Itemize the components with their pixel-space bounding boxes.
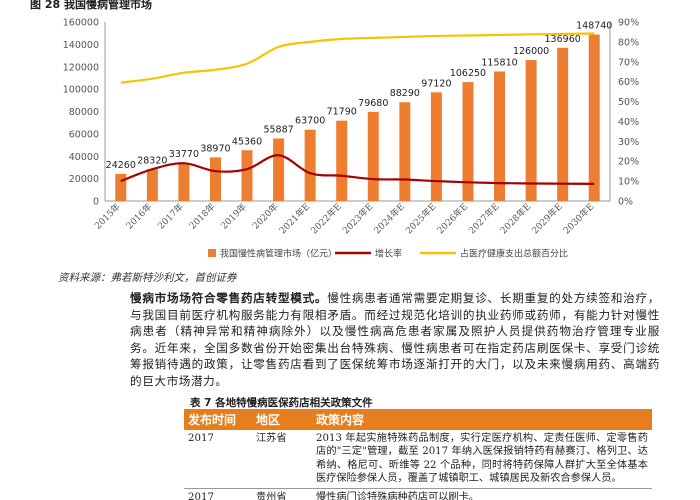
legend-label: 增长率 [375, 248, 402, 260]
bar-data-label: 148740 [576, 21, 612, 32]
x-tick-label: 2022年E [308, 201, 344, 237]
y-right-tick-label: 10% [618, 177, 639, 188]
bar-data-label: 88290 [390, 88, 420, 99]
x-tick-label: 2024年E [371, 201, 407, 237]
x-tick-label: 2017年 [155, 201, 186, 232]
y-left-tick-label: 120000 [63, 62, 99, 73]
x-tick-label: 2025年E [403, 201, 439, 237]
paragraph-body: 慢性病患者通常需要定期复诊、长期重复的处方续签和治疗，与我国目前医疗机构服务能力… [130, 291, 661, 388]
share-of-spend-line [120, 32, 595, 84]
source-note: 资料来源：弗若斯特沙利文，首创证券 [58, 272, 237, 284]
table-row: 2017 江苏省 2013 年起实施特殊药品制度，实行定医疗机构、定责任医师、定… [184, 430, 652, 489]
table-header-year: 发布时间 [184, 409, 252, 430]
y-left-tick-label: 80000 [69, 107, 99, 118]
table-cell-region: 江苏省 [252, 430, 312, 489]
bar [430, 92, 442, 201]
bar-data-label: 28320 [137, 155, 167, 166]
x-tick-label: 2029年E [529, 201, 565, 237]
bar [209, 157, 221, 201]
bar [146, 169, 158, 201]
table-cell-content: 2013 年起实施特殊药品制度，实行定医疗机构、定责任医师、定零售药店的"三定"… [312, 430, 652, 489]
bar [304, 129, 316, 201]
y-right-tick-label: 50% [618, 97, 639, 108]
x-tick-label: 2020年 [250, 201, 281, 232]
bar-data-label: 97120 [421, 78, 451, 89]
market-chart: 0 20000 40000 60000 80000 100000 120000 140000 1… [63, 18, 639, 260]
table-title: 表 7 各地特慢病医保药店相关政策文件 [190, 397, 373, 409]
y-right-tick-label: 0% [618, 197, 633, 208]
y-right-tick-label: 80% [618, 37, 639, 48]
bar-data-label: 136960 [545, 34, 581, 45]
x-tick-label: 2021年E [277, 201, 313, 237]
x-tick-label: 2019年 [218, 201, 249, 232]
bar-data-label: 115810 [481, 57, 517, 68]
bar [178, 163, 190, 201]
x-tick-label: 2028年E [498, 201, 534, 237]
x-tick-label: 2023年E [340, 201, 376, 237]
x-tick-label: 2030年E [561, 201, 597, 237]
bar [557, 47, 569, 201]
table-header-content: 政策内容 [312, 409, 652, 430]
y-right-tick-label: 90% [618, 18, 639, 29]
table-cell-content: 慢性病门诊特殊病种药店可以刷卡。 [312, 488, 652, 500]
y-right-tick-label: 60% [618, 77, 639, 88]
y-left-tick-label: 40000 [69, 152, 99, 163]
bar [115, 173, 127, 201]
bar-data-label: 106250 [450, 68, 486, 79]
table-row: 2017 贵州省 慢性病门诊特殊病种药店可以刷卡。 [184, 488, 652, 500]
y-left-tick-label: 160000 [63, 18, 99, 29]
y-left-tick-label: 140000 [63, 40, 99, 51]
bar [525, 60, 537, 201]
table-cell-region: 贵州省 [252, 488, 312, 500]
y-right-tick-label: 40% [618, 117, 639, 128]
body-paragraph: 慢病市场场符合零售药店转型模式。慢性病患者通常需要定期复诊、长期重复的处方续签和… [130, 290, 660, 389]
bar-data-label: 45360 [232, 136, 262, 147]
y-left-tick-label: 20000 [69, 174, 99, 185]
legend-label: 占医疗健康支出总额百分比 [460, 248, 568, 260]
y-left-tick-label: 0 [93, 197, 99, 208]
bar-data-label: 55887 [263, 124, 293, 135]
bar [367, 111, 379, 201]
bar-data-label: 24260 [106, 160, 136, 171]
bar [588, 34, 600, 202]
bar [241, 150, 253, 201]
figure-title: 图 28 我国慢病管理市场 [30, 0, 152, 11]
table-cell-year: 2017 [184, 430, 252, 489]
table-header-row: 发布时间 地区 政策内容 [184, 409, 652, 430]
bar-data-label: 126000 [513, 46, 549, 57]
policy-table: 发布时间 地区 政策内容 2017 江苏省 2013 年起实施特殊药品制度，实行… [184, 409, 652, 500]
bar [462, 82, 474, 201]
bar-data-label: 71790 [327, 107, 357, 118]
legend-label: 我国慢性病管理市场（亿元） [220, 248, 337, 260]
y-right-tick-label: 20% [618, 157, 639, 168]
table-header-region: 地区 [252, 409, 312, 430]
growth-rate-line [120, 154, 595, 185]
y-right-tick-label: 70% [618, 57, 639, 68]
x-tick-label: 2016年 [123, 201, 154, 232]
x-tick-label: 2027年E [466, 201, 502, 237]
x-tick-label: 2018年 [187, 201, 218, 232]
y-left-tick-label: 100000 [63, 85, 99, 96]
bar-data-label: 33770 [169, 149, 199, 160]
bar [399, 102, 411, 201]
y-left-tick-label: 60000 [69, 129, 99, 140]
bar [336, 120, 348, 201]
paragraph-lead: 慢病市场场符合零售药店转型模式。 [130, 291, 328, 305]
x-tick-label: 2026年E [434, 201, 470, 237]
bar [494, 71, 506, 201]
y-right-tick-label: 30% [618, 137, 639, 148]
legend-swatch-bar [208, 249, 216, 257]
bar-data-label: 79680 [358, 98, 388, 109]
bar [273, 138, 285, 201]
bar-data-label: 63700 [295, 116, 325, 127]
bar-data-label: 38970 [200, 143, 230, 154]
table-cell-year: 2017 [184, 488, 252, 500]
